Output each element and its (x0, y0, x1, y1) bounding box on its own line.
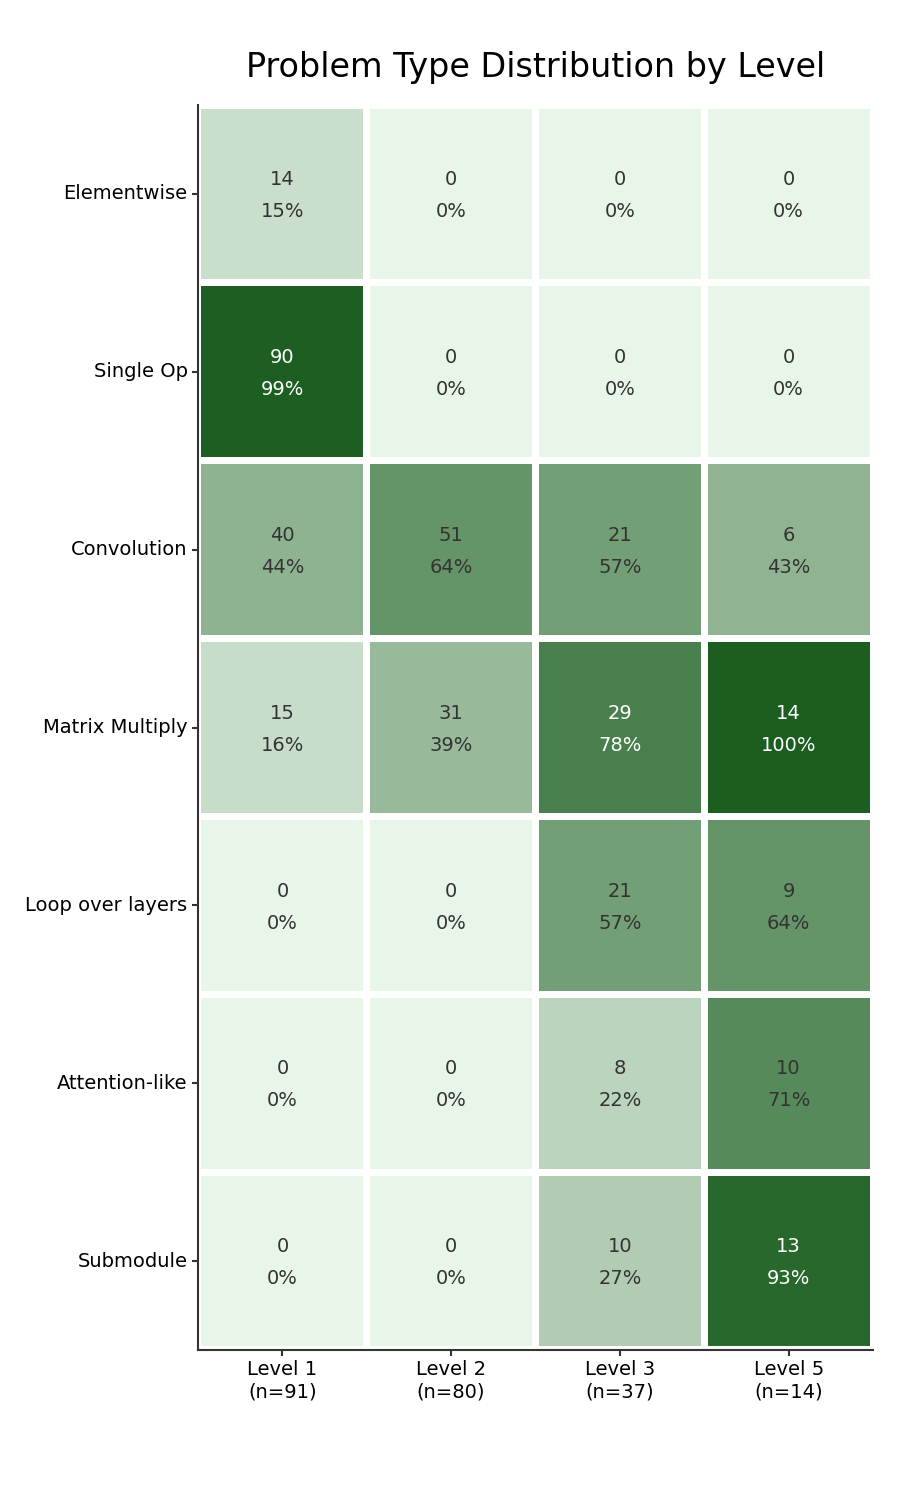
Text: 21: 21 (608, 882, 632, 900)
Bar (707, 465, 869, 634)
Bar (202, 642, 364, 813)
Text: 0%: 0% (267, 914, 298, 933)
Bar (202, 1176, 364, 1347)
Text: 0: 0 (614, 170, 626, 189)
Bar (539, 1176, 701, 1347)
Bar (707, 821, 869, 990)
Bar (370, 286, 532, 458)
Bar (202, 998, 364, 1168)
Text: 0: 0 (276, 882, 289, 900)
Bar (202, 108, 364, 279)
Bar (370, 998, 532, 1168)
Text: 14: 14 (776, 704, 801, 723)
Text: 6: 6 (782, 526, 795, 544)
Text: 31: 31 (439, 704, 464, 723)
Text: 44%: 44% (261, 558, 304, 578)
Text: 0: 0 (782, 170, 795, 189)
Bar (370, 465, 532, 634)
Text: 15: 15 (270, 704, 295, 723)
Bar (539, 108, 701, 279)
Bar (707, 998, 869, 1168)
Text: 0%: 0% (436, 202, 466, 220)
Text: 90: 90 (270, 348, 294, 368)
Text: 29: 29 (608, 704, 632, 723)
Text: 64%: 64% (429, 558, 472, 578)
Text: 78%: 78% (598, 736, 642, 754)
Text: 0%: 0% (436, 914, 466, 933)
Bar (539, 821, 701, 990)
Text: 40: 40 (270, 526, 294, 544)
Text: 0%: 0% (773, 202, 804, 220)
Text: 0%: 0% (605, 202, 635, 220)
Text: 57%: 57% (598, 558, 642, 578)
Bar (202, 465, 364, 634)
Text: 21: 21 (608, 526, 632, 544)
Bar (202, 821, 364, 990)
Text: 27%: 27% (598, 1269, 642, 1288)
Text: 43%: 43% (767, 558, 810, 578)
Text: 0: 0 (276, 1238, 289, 1257)
Text: 0%: 0% (773, 380, 804, 399)
Title: Problem Type Distribution by Level: Problem Type Distribution by Level (246, 51, 825, 84)
Text: 14: 14 (270, 170, 295, 189)
Bar (370, 108, 532, 279)
Text: 0%: 0% (267, 1269, 298, 1288)
Bar (539, 465, 701, 634)
Text: 0: 0 (782, 348, 795, 368)
Bar (539, 642, 701, 813)
Text: 10: 10 (777, 1059, 801, 1078)
Bar (539, 998, 701, 1168)
Text: 13: 13 (776, 1238, 801, 1257)
Text: 0%: 0% (267, 1092, 298, 1110)
Text: 15%: 15% (261, 202, 304, 220)
Text: 0%: 0% (436, 1092, 466, 1110)
Text: 93%: 93% (767, 1269, 810, 1288)
Text: 10: 10 (608, 1238, 632, 1257)
Text: 8: 8 (614, 1059, 626, 1078)
Bar (370, 642, 532, 813)
Bar (539, 286, 701, 458)
Text: 0%: 0% (436, 380, 466, 399)
Text: 9: 9 (782, 882, 795, 900)
Bar (370, 1176, 532, 1347)
Text: 64%: 64% (767, 914, 810, 933)
Text: 51: 51 (438, 526, 464, 544)
Text: 0: 0 (614, 348, 626, 368)
Text: 0: 0 (445, 348, 457, 368)
Bar (202, 286, 364, 458)
Text: 0%: 0% (605, 380, 635, 399)
Text: 0: 0 (276, 1059, 289, 1078)
Text: 99%: 99% (261, 380, 304, 399)
Text: 0: 0 (445, 1238, 457, 1257)
Text: 71%: 71% (767, 1092, 810, 1110)
Text: 22%: 22% (598, 1092, 642, 1110)
Text: 0: 0 (445, 882, 457, 900)
Bar (707, 1176, 869, 1347)
Bar (707, 286, 869, 458)
Text: 16%: 16% (261, 736, 304, 754)
Text: 100%: 100% (760, 736, 816, 754)
Text: 0: 0 (445, 170, 457, 189)
Text: 57%: 57% (598, 914, 642, 933)
Text: 39%: 39% (429, 736, 472, 754)
Bar (707, 642, 869, 813)
Text: 0: 0 (445, 1059, 457, 1078)
Bar (707, 108, 869, 279)
Bar (370, 821, 532, 990)
Text: 0%: 0% (436, 1269, 466, 1288)
